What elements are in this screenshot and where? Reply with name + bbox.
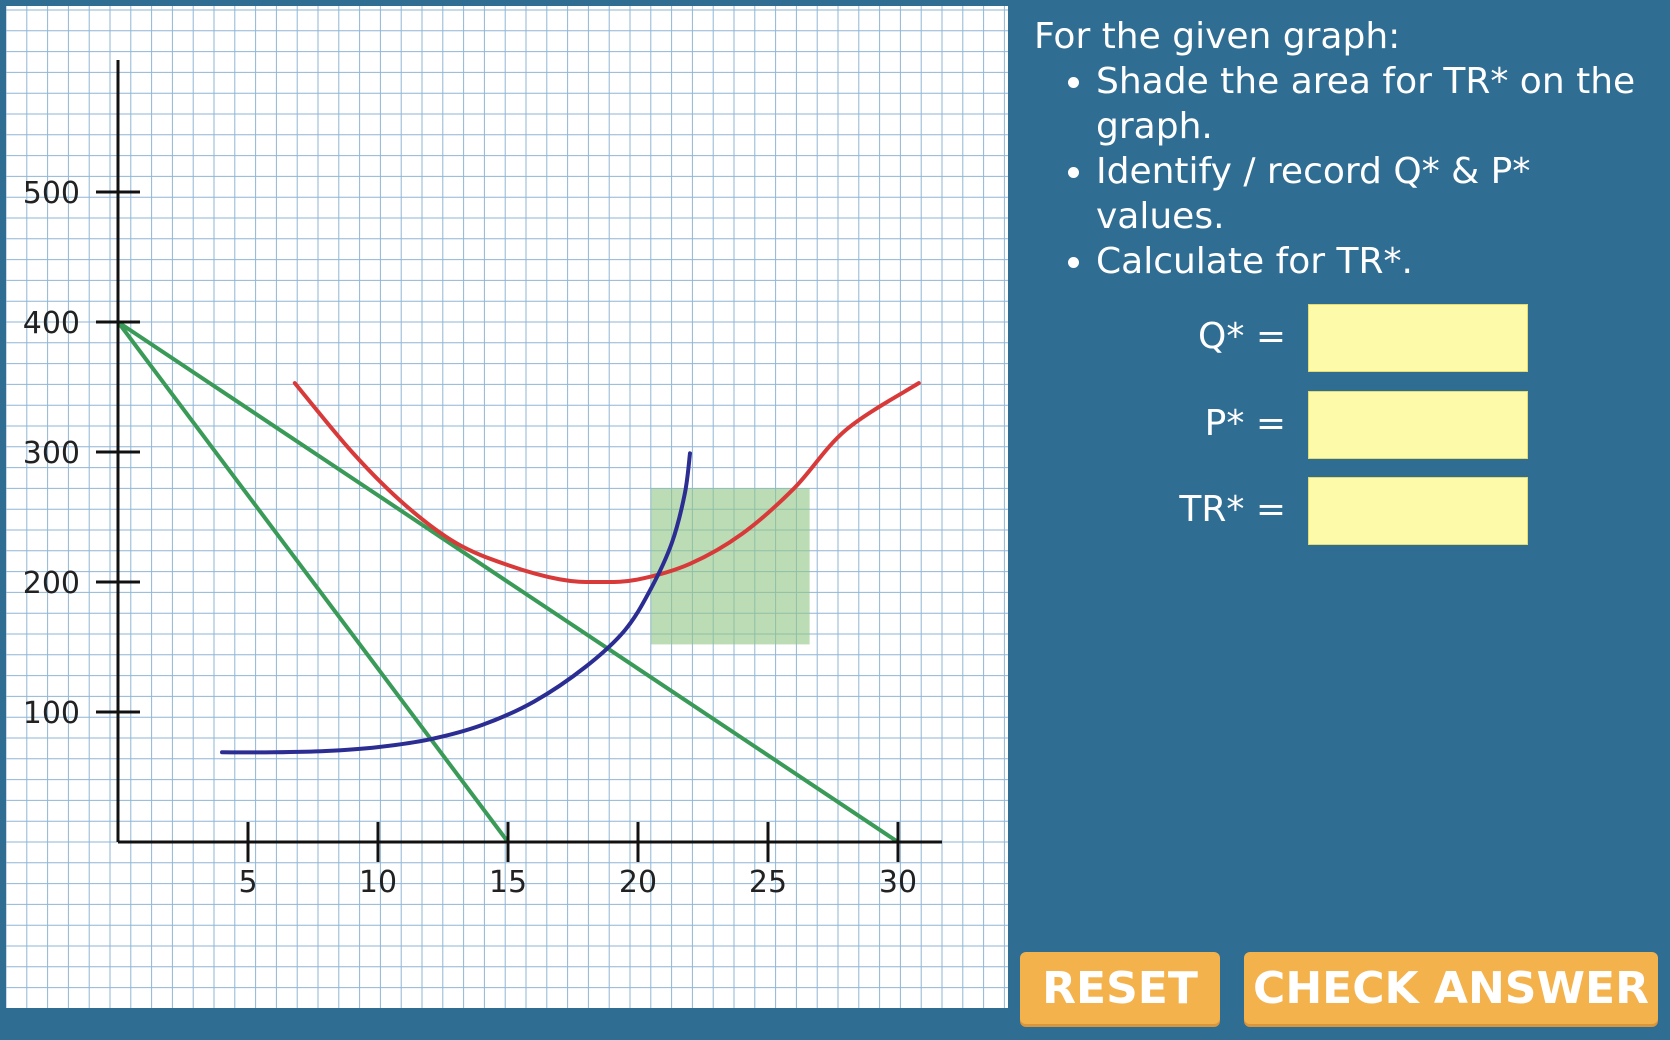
tr-shade-rect[interactable] (651, 488, 810, 645)
instructions-panel: For the given graph: Shade the area for … (1034, 14, 1664, 284)
q-star-row: Q* = (1150, 304, 1530, 376)
instructions-list: Shade the area for TR* on the graph. Ide… (1034, 59, 1664, 284)
tick-labels: 5 10 15 20 25 30 100 200 300 400 500 (23, 176, 917, 900)
axes (96, 60, 942, 862)
instruction-item: Calculate for TR*. (1096, 239, 1664, 284)
p-star-input[interactable] (1308, 391, 1528, 459)
y-tick-label: 300 (23, 436, 80, 471)
y-tick-label: 200 (23, 566, 80, 601)
x-tick-label: 15 (489, 865, 527, 900)
x-tick-label: 5 (238, 865, 257, 900)
x-tick-label: 25 (749, 865, 787, 900)
p-star-row: P* = (1150, 391, 1530, 463)
q-star-input[interactable] (1308, 304, 1528, 372)
series-line-1 (116, 320, 510, 844)
series-line-2 (292, 381, 921, 585)
x-tick-label: 20 (619, 865, 657, 900)
graph-canvas[interactable]: 5 10 15 20 25 30 100 200 300 400 500 (6, 6, 1008, 1008)
q-star-label: Q* = (1198, 316, 1286, 357)
tr-shaded-area[interactable] (651, 488, 810, 645)
x-tick-label: 30 (879, 865, 917, 900)
instruction-item: Identify / record Q* & P* values. (1096, 149, 1664, 239)
graph-panel[interactable]: 5 10 15 20 25 30 100 200 300 400 500 (6, 6, 1008, 1008)
check-answer-button[interactable]: CHECK ANSWER (1244, 952, 1658, 1024)
y-tick-label: 400 (23, 306, 80, 341)
series-line-0 (116, 320, 900, 844)
y-tick-label: 100 (23, 696, 80, 731)
instruction-item: Shade the area for TR* on the graph. (1096, 59, 1664, 149)
instructions-heading: For the given graph: (1034, 16, 1401, 57)
tr-star-row: TR* = (1150, 477, 1530, 549)
curves (116, 320, 921, 844)
tr-star-label: TR* = (1179, 489, 1286, 530)
reset-button[interactable]: RESET (1020, 952, 1220, 1024)
y-tick-label: 500 (23, 176, 80, 211)
tr-star-input[interactable] (1308, 477, 1528, 545)
series-line-3 (220, 451, 692, 755)
x-tick-label: 10 (359, 865, 397, 900)
p-star-label: P* = (1204, 403, 1286, 444)
